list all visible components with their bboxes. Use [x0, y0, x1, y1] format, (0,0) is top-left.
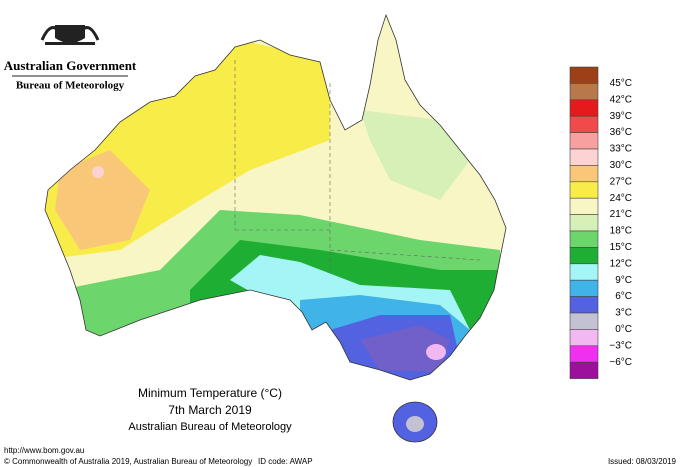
- legend-swatch: [569, 165, 599, 183]
- legend-swatch: [569, 148, 599, 166]
- map-source: Australian Bureau of Meteorology: [128, 421, 292, 433]
- logo: Australian Government Bureau of Meteorol…: [4, 25, 137, 92]
- legend-swatch: [569, 263, 599, 281]
- legend: 45°C 42°C 39°C 36°C 33°C 30°C 27°C 24°C 21°C 18°C…: [569, 66, 632, 379]
- legend-swatch: [569, 66, 599, 84]
- legend-label: −3°C: [609, 340, 632, 351]
- legend-label: 36°C: [610, 127, 632, 138]
- legend-label: 45°C: [610, 78, 632, 89]
- legend-label: 6°C: [615, 291, 632, 302]
- legend-label: 12°C: [610, 258, 632, 269]
- government-name: Australian Government: [4, 58, 137, 73]
- legend-swatch: [569, 99, 599, 117]
- legend-swatch: [569, 312, 599, 330]
- legend-swatch: [569, 329, 599, 347]
- legend-label: 27°C: [610, 176, 632, 187]
- legend-swatch: [569, 230, 599, 248]
- legend-label: 15°C: [610, 242, 632, 253]
- legend-label: 24°C: [610, 193, 632, 204]
- legend-label: 0°C: [615, 324, 632, 335]
- legend-swatch: [569, 197, 599, 215]
- id-code: ID code: AWAP: [258, 457, 313, 466]
- legend-swatch: [569, 361, 599, 379]
- legend-label: 21°C: [610, 209, 632, 220]
- legend-label: 9°C: [615, 275, 632, 286]
- legend-label: 3°C: [615, 308, 632, 319]
- legend-swatch: [569, 115, 599, 133]
- legend-label: 42°C: [610, 94, 632, 105]
- map-date: 7th March 2019: [168, 403, 252, 417]
- url: http://www.bom.gov.au: [4, 446, 84, 455]
- issued: Issued: 08/03/2019: [608, 457, 677, 466]
- legend-swatch: [569, 345, 599, 363]
- legend-swatch: [569, 83, 599, 101]
- legend-label: 30°C: [610, 160, 632, 171]
- copyright: © Commonwealth of Australia 2019, Austra…: [4, 457, 252, 466]
- legend-swatch: [569, 279, 599, 297]
- legend-swatch: [569, 132, 599, 150]
- map-title: Minimum Temperature (°C): [138, 386, 282, 400]
- bureau-name: Bureau of Meteorology: [16, 80, 125, 92]
- legend-swatch: [569, 296, 599, 314]
- legend-label: 39°C: [610, 111, 632, 122]
- legend-swatch: [569, 181, 599, 199]
- legend-label: 33°C: [610, 144, 632, 155]
- legend-swatch: [569, 247, 599, 265]
- legend-label: 18°C: [610, 226, 632, 237]
- legend-swatch: [569, 214, 599, 232]
- legend-label: −6°C: [609, 357, 632, 368]
